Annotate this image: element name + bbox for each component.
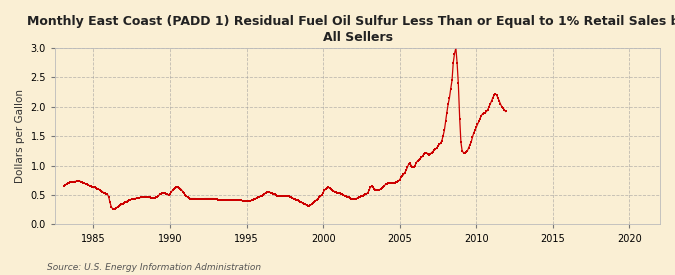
Text: Source: U.S. Energy Information Administration: Source: U.S. Energy Information Administ… [47,263,261,272]
Y-axis label: Dollars per Gallon: Dollars per Gallon [15,89,25,183]
Title: Monthly East Coast (PADD 1) Residual Fuel Oil Sulfur Less Than or Equal to 1% Re: Monthly East Coast (PADD 1) Residual Fue… [27,15,675,44]
